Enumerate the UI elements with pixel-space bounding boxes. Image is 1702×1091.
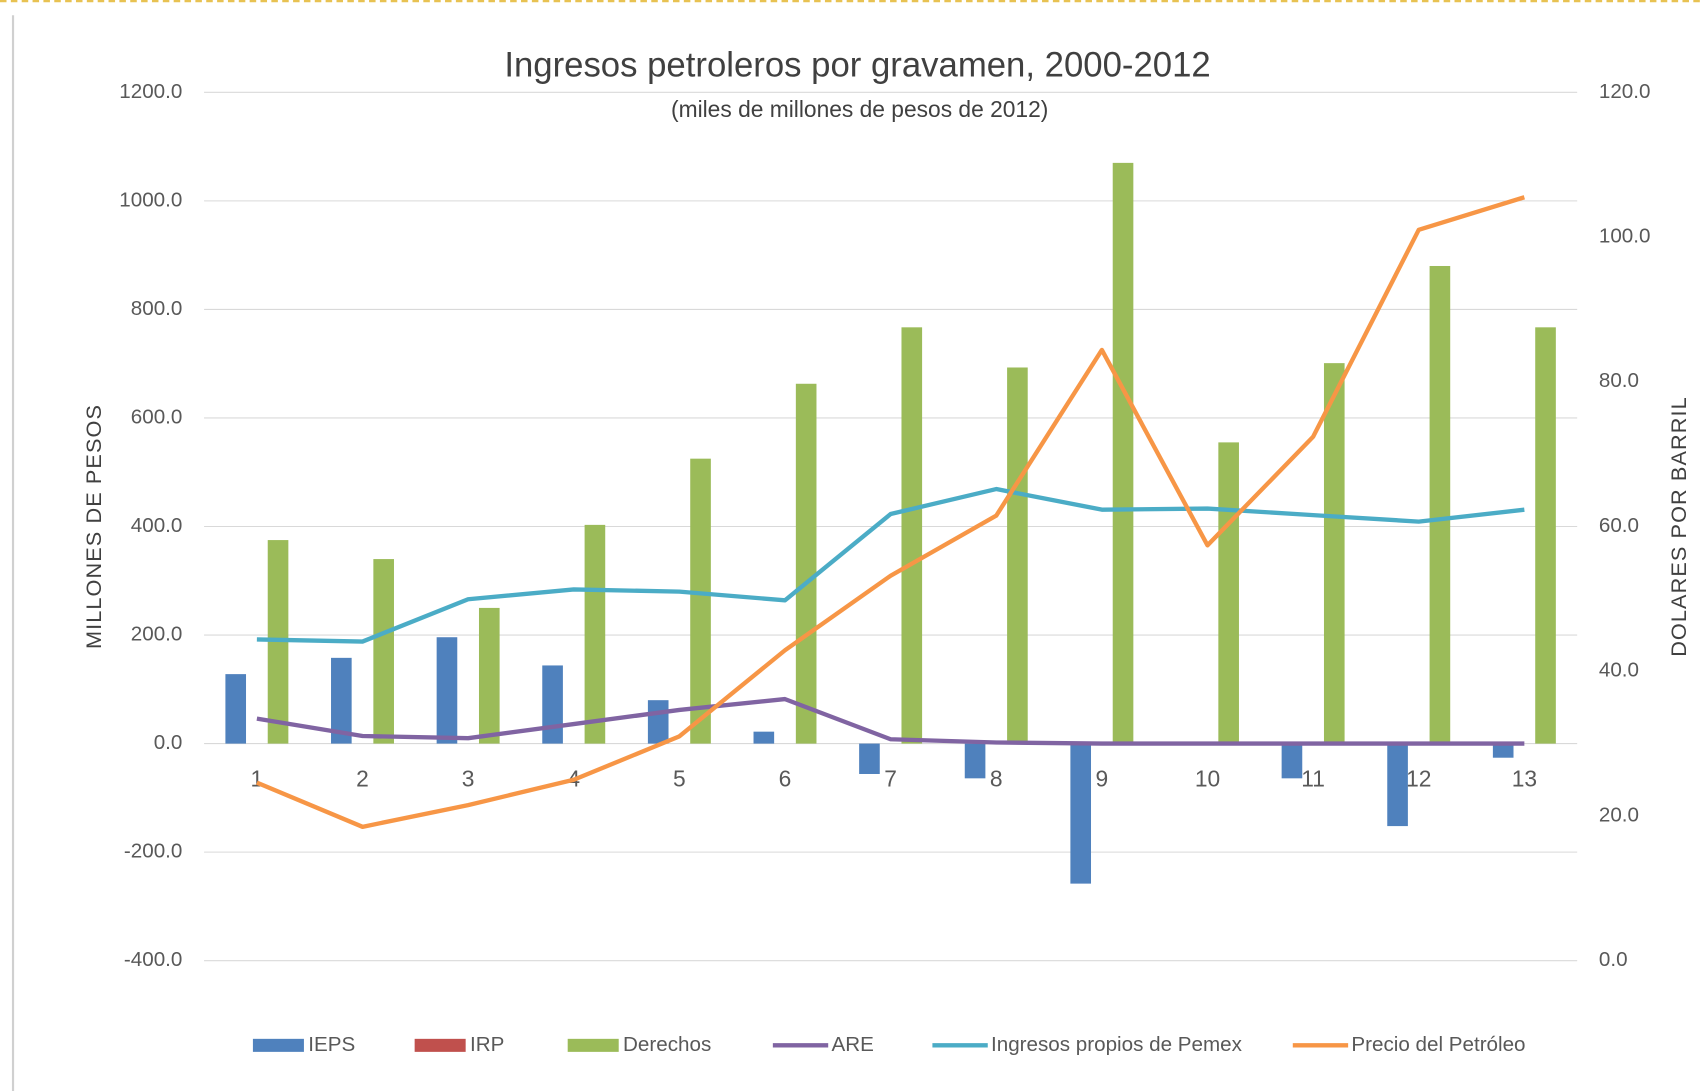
x-tick-label: 6 xyxy=(779,766,792,792)
bar xyxy=(1007,367,1028,744)
bar xyxy=(647,700,669,744)
x-tick-label: 9 xyxy=(1096,766,1109,792)
y2-tick-label: 0.0 xyxy=(1599,948,1628,971)
y2-tick-label: 100.0 xyxy=(1599,225,1651,248)
bar xyxy=(901,327,923,744)
legend-label: IRP xyxy=(470,1033,504,1056)
chart-subtitle: (miles de millones de pesos de 2012) xyxy=(671,96,1048,122)
x-tick-label: 2 xyxy=(356,766,369,792)
bar xyxy=(795,383,817,744)
y-tick-label: -200.0 xyxy=(124,840,182,863)
y-tick-label: 400.0 xyxy=(131,514,183,537)
y-tick-label: 600.0 xyxy=(131,405,183,428)
line-series xyxy=(256,195,1526,829)
y-axis-title: MILLONES DE PESOS xyxy=(81,404,106,649)
bar xyxy=(542,665,563,744)
bar xyxy=(1323,363,1345,744)
y-tick-label: 1000.0 xyxy=(119,188,182,211)
bar xyxy=(1070,743,1092,884)
bar xyxy=(1281,743,1303,779)
y2-tick-label: 40.0 xyxy=(1599,659,1639,682)
bar xyxy=(1112,162,1134,744)
x-tick-label: 13 xyxy=(1512,766,1537,792)
bar xyxy=(584,524,606,744)
bar xyxy=(1492,743,1514,758)
bar xyxy=(859,743,880,774)
x-tick-label: 5 xyxy=(673,766,686,792)
legend-swatch xyxy=(414,1038,466,1052)
x-tick-label: 7 xyxy=(884,766,897,792)
y-tick-label: 800.0 xyxy=(131,297,183,320)
x-tick-label: 12 xyxy=(1406,766,1431,792)
y-tick-label: -400.0 xyxy=(124,948,182,971)
y-tick-label: 200.0 xyxy=(131,623,183,646)
legend-label: Precio del Petróleo xyxy=(1351,1033,1525,1056)
bar xyxy=(373,559,394,744)
bar xyxy=(478,607,500,744)
legend-label: ARE xyxy=(831,1033,873,1056)
legend-swatch xyxy=(252,1038,304,1052)
line-series xyxy=(256,696,1525,746)
bar xyxy=(225,674,247,744)
x-tick-label: 8 xyxy=(990,766,1003,792)
legend-swatch xyxy=(567,1038,619,1052)
legend-label: Ingresos propios de Pemex xyxy=(991,1033,1243,1056)
bar xyxy=(690,458,711,744)
bar xyxy=(964,743,986,779)
y2-tick-label: 20.0 xyxy=(1599,803,1639,826)
x-tick-label: 3 xyxy=(462,766,475,792)
x-tick-label: 10 xyxy=(1195,766,1220,792)
x-tick-label: 11 xyxy=(1301,766,1325,792)
x-tick-label: 1 xyxy=(251,766,264,792)
bar xyxy=(753,731,775,744)
y2-tick-label: 120.0 xyxy=(1599,80,1651,103)
chart-title: Ingresos petroleros por gravamen, 2000-2… xyxy=(504,47,1210,85)
bar xyxy=(331,657,352,744)
line-series xyxy=(256,486,1525,644)
y-tick-label: 1200.0 xyxy=(119,80,182,103)
y2-tick-label: 80.0 xyxy=(1599,369,1639,392)
bar xyxy=(1429,265,1451,744)
bar xyxy=(1387,743,1408,827)
legend-label: IEPS xyxy=(308,1033,355,1056)
bar xyxy=(1218,442,1239,744)
bar xyxy=(436,637,458,744)
legend-label: Derechos xyxy=(623,1033,711,1056)
bar xyxy=(1535,327,1556,744)
y-tick-label: 0.0 xyxy=(154,731,183,754)
y2-tick-label: 60.0 xyxy=(1599,514,1639,537)
y2-axis-title: DOLARES POR BARRIL xyxy=(1666,396,1691,657)
